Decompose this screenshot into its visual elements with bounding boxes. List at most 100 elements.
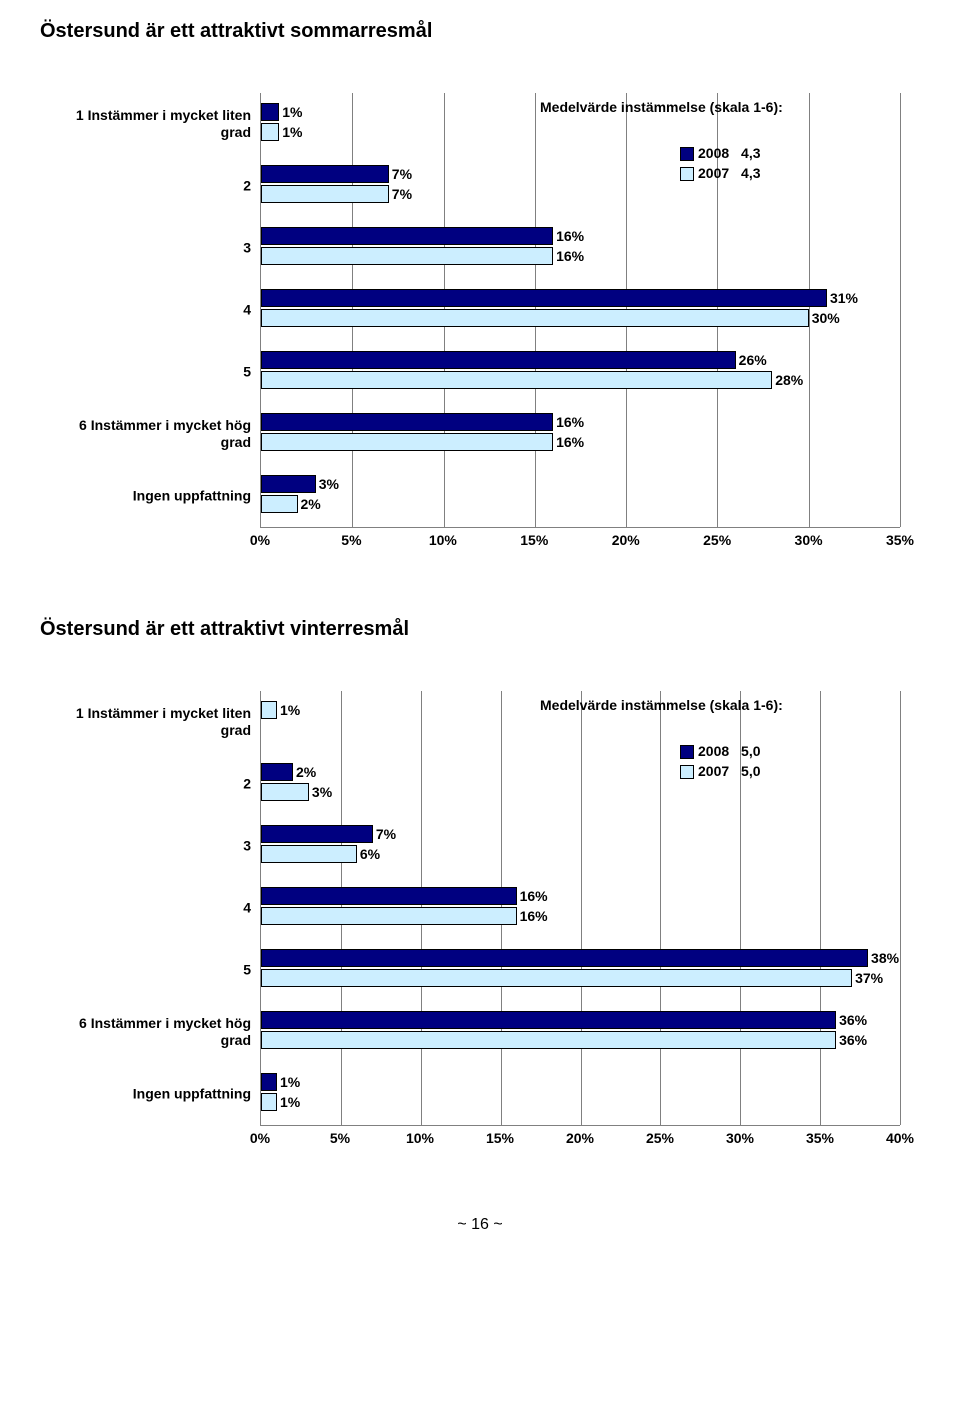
bar-2007: 16% xyxy=(261,433,553,451)
bar-2007: 2% xyxy=(261,495,298,513)
category-label: 5 xyxy=(51,962,261,979)
gridline xyxy=(900,93,901,527)
x-tick-label: 25% xyxy=(646,1130,674,1146)
legend-mean: 5,0 xyxy=(737,743,760,759)
legend-mean: 5,0 xyxy=(737,763,760,779)
chart-row: 431%30% xyxy=(261,279,900,341)
bar-value-label: 1% xyxy=(278,124,302,140)
bar-value-label: 36% xyxy=(835,1012,867,1028)
legend-year: 2007 xyxy=(698,165,729,181)
category-label: 1 Instämmer i mycket liten grad xyxy=(51,107,261,141)
chart-row: Ingen uppfattning3%2% xyxy=(261,465,900,527)
bar-2007: 1% xyxy=(261,701,277,719)
bar-value-label: 37% xyxy=(851,970,883,986)
legend-year: 2008 xyxy=(698,145,729,161)
x-tick-label: 20% xyxy=(612,532,640,548)
chart-block-0: Östersund är ett attraktivt sommarresmål… xyxy=(40,20,920,558)
bar-value-label: 2% xyxy=(297,496,321,512)
bar-value-label: 1% xyxy=(276,702,300,718)
bar-value-label: 2% xyxy=(292,764,316,780)
legend-swatch-icon xyxy=(680,147,694,161)
bar-2007: 1% xyxy=(261,123,279,141)
x-tick-label: 15% xyxy=(486,1130,514,1146)
bar-value-label: 3% xyxy=(315,476,339,492)
chart-row: 37%6% xyxy=(261,815,900,877)
bar-2008: 36% xyxy=(261,1011,836,1029)
bar-value-label: 16% xyxy=(552,414,584,430)
x-tick-label: 30% xyxy=(726,1130,754,1146)
bar-2007: 3% xyxy=(261,783,309,801)
legend-entry: 2007 5,0 xyxy=(680,763,761,779)
bar-2007: 36% xyxy=(261,1031,836,1049)
bar-2008: 1% xyxy=(261,103,279,121)
bar-2007: 16% xyxy=(261,247,553,265)
legend-year: 2008 xyxy=(698,743,729,759)
bar-value-label: 16% xyxy=(552,248,584,264)
bar-value-label: 7% xyxy=(388,186,412,202)
category-label: 2 xyxy=(51,178,261,195)
x-tick-label: 10% xyxy=(429,532,457,548)
category-label: Ingen uppfattning xyxy=(51,488,261,505)
chart-row: 538%37% xyxy=(261,939,900,1001)
category-label: Ingen uppfattning xyxy=(51,1086,261,1103)
chart-row: 526%28% xyxy=(261,341,900,403)
category-label: 3 xyxy=(51,240,261,257)
bar-value-label: 6% xyxy=(356,846,380,862)
chart-row: 6 Instämmer i mycket hög grad36%36% xyxy=(261,1001,900,1063)
chart-row: 416%16% xyxy=(261,877,900,939)
x-tick-label: 10% xyxy=(406,1130,434,1146)
x-tick-label: 5% xyxy=(330,1130,350,1146)
legend-mean: 4,3 xyxy=(737,145,760,161)
legend-year: 2007 xyxy=(698,763,729,779)
page-number: ~ 16 ~ xyxy=(40,1216,920,1234)
bar-2008: 16% xyxy=(261,413,553,431)
x-tick-label: 0% xyxy=(250,1130,270,1146)
bar-value-label: 16% xyxy=(516,888,548,904)
x-tick-label: 0% xyxy=(250,532,270,548)
chart-row: 316%16% xyxy=(261,217,900,279)
bar-2008: 1% xyxy=(261,1073,277,1091)
bar-2007: 6% xyxy=(261,845,357,863)
bar-2008: 26% xyxy=(261,351,736,369)
chart-row: 27%7% xyxy=(261,155,900,217)
x-tick-label: 35% xyxy=(806,1130,834,1146)
bar-value-label: 3% xyxy=(308,784,332,800)
category-label: 1 Instämmer i mycket liten grad xyxy=(51,705,261,739)
bar-2008: 16% xyxy=(261,887,517,905)
chart-block-1: Östersund är ett attraktivt vinterresmål… xyxy=(40,618,920,1156)
legend-swatch-icon xyxy=(680,765,694,779)
legend-mean: 4,3 xyxy=(737,165,760,181)
x-tick-label: 25% xyxy=(703,532,731,548)
bar-value-label: 38% xyxy=(867,950,899,966)
category-label: 5 xyxy=(51,364,261,381)
bar-value-label: 36% xyxy=(835,1032,867,1048)
bar-value-label: 31% xyxy=(826,290,858,306)
bar-2008: 7% xyxy=(261,825,373,843)
chart-row: Ingen uppfattning1%1% xyxy=(261,1063,900,1125)
bar-value-label: 16% xyxy=(552,434,584,450)
category-label: 4 xyxy=(51,302,261,319)
category-label: 6 Instämmer i mycket hög grad xyxy=(51,417,261,451)
legend-entry: 2008 5,0 xyxy=(680,743,761,759)
x-tick-label: 20% xyxy=(566,1130,594,1146)
bar-2008: 3% xyxy=(261,475,316,493)
legend-swatch-icon xyxy=(680,745,694,759)
bar-2008: 7% xyxy=(261,165,389,183)
bar-value-label: 28% xyxy=(771,372,803,388)
category-label: 6 Instämmer i mycket hög grad xyxy=(51,1015,261,1049)
bar-value-label: 26% xyxy=(735,352,767,368)
bar-2007: 16% xyxy=(261,907,517,925)
bar-value-label: 16% xyxy=(516,908,548,924)
category-label: 3 xyxy=(51,838,261,855)
mean-title: Medelvärde instämmelse (skala 1-6): xyxy=(540,697,783,713)
bar-value-label: 7% xyxy=(372,826,396,842)
bar-2008: 16% xyxy=(261,227,553,245)
bar-value-label: 16% xyxy=(552,228,584,244)
category-label: 2 xyxy=(51,776,261,793)
bar-value-label: 30% xyxy=(808,310,840,326)
x-tick-label: 30% xyxy=(795,532,823,548)
legend-swatch-icon xyxy=(680,167,694,181)
bar-2007: 30% xyxy=(261,309,809,327)
bar-2008: 2% xyxy=(261,763,293,781)
category-label: 4 xyxy=(51,900,261,917)
